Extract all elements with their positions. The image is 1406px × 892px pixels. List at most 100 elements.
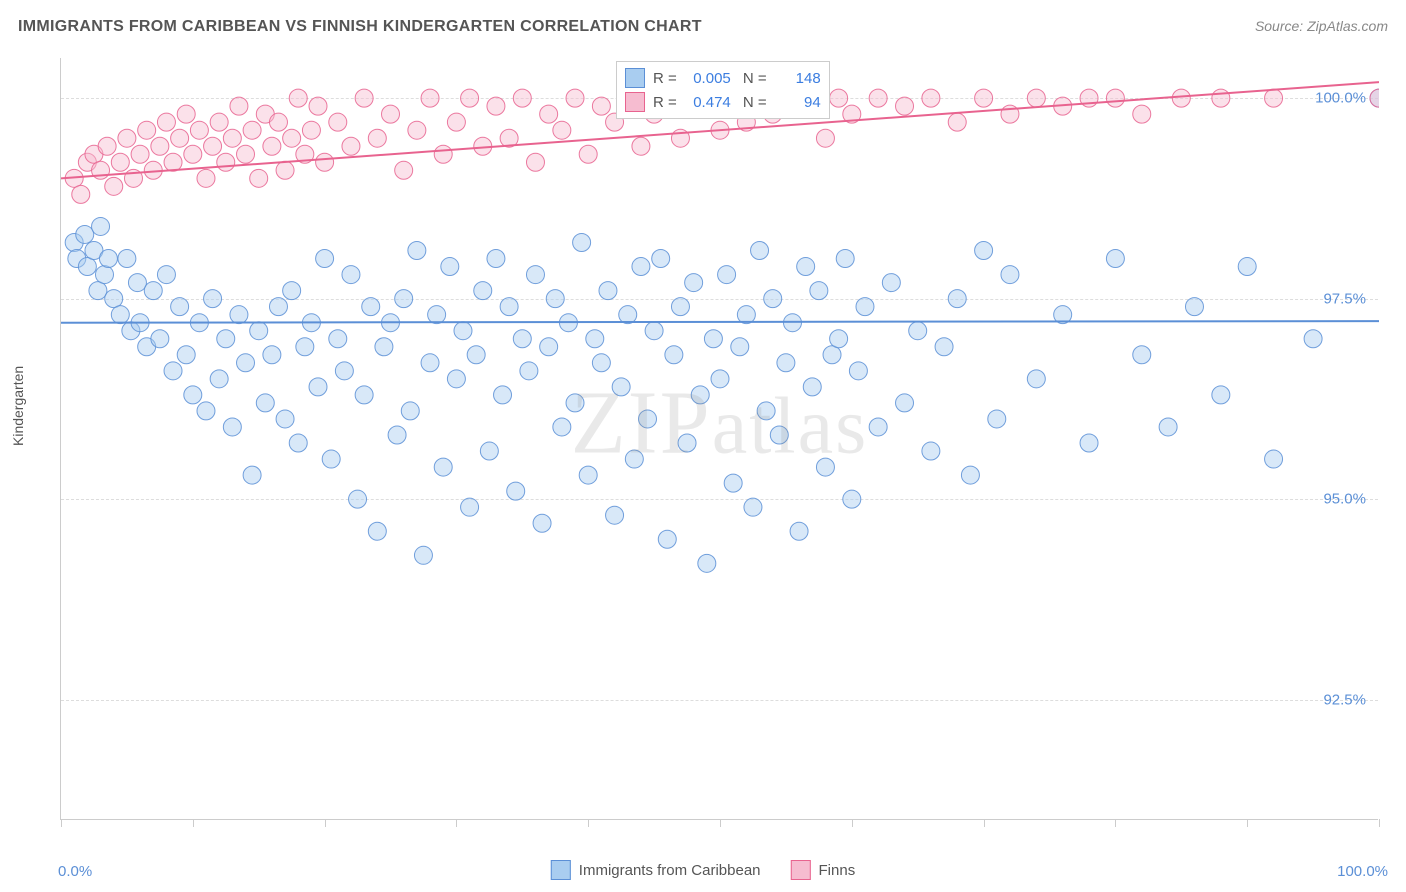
data-point xyxy=(685,274,703,292)
x-tick xyxy=(720,819,721,827)
data-point xyxy=(151,137,169,155)
data-point xyxy=(810,282,828,300)
data-point xyxy=(118,129,136,147)
data-point xyxy=(421,354,439,372)
y-axis-label: Kindergarten xyxy=(10,366,26,446)
data-point xyxy=(250,169,268,187)
data-point xyxy=(1212,89,1230,107)
data-point xyxy=(276,410,294,428)
data-point xyxy=(190,121,208,139)
data-point xyxy=(533,514,551,532)
data-point xyxy=(171,129,189,147)
data-point xyxy=(1159,418,1177,436)
data-point xyxy=(388,426,406,444)
data-point xyxy=(230,306,248,324)
data-point xyxy=(329,330,347,348)
data-point xyxy=(362,298,380,316)
data-point xyxy=(961,466,979,484)
data-point xyxy=(718,266,736,284)
data-point xyxy=(78,258,96,276)
data-point xyxy=(243,121,261,139)
data-point xyxy=(98,137,116,155)
stats-n-label: N = xyxy=(739,70,767,87)
data-point xyxy=(164,362,182,380)
data-point xyxy=(223,129,241,147)
y-tick-label: 100.0% xyxy=(1315,90,1366,107)
data-point xyxy=(711,370,729,388)
data-point xyxy=(1106,89,1124,107)
data-point xyxy=(309,97,327,115)
data-point xyxy=(128,274,146,292)
data-point xyxy=(632,258,650,276)
data-point xyxy=(441,258,459,276)
data-point xyxy=(157,113,175,131)
data-point xyxy=(289,89,307,107)
data-point xyxy=(639,410,657,428)
data-point xyxy=(316,153,334,171)
data-point xyxy=(691,386,709,404)
legend-item-caribbean: Immigrants from Caribbean xyxy=(551,860,761,880)
x-tick xyxy=(325,819,326,827)
data-point xyxy=(217,330,235,348)
x-tick xyxy=(61,819,62,827)
data-point xyxy=(586,330,604,348)
data-point xyxy=(698,554,716,572)
stats-n-value: 148 xyxy=(775,70,821,87)
data-point xyxy=(309,378,327,396)
legend-item-finns: Finns xyxy=(791,860,856,880)
data-point xyxy=(349,490,367,508)
data-point xyxy=(99,250,117,268)
legend-label-finns: Finns xyxy=(819,862,856,879)
data-point xyxy=(72,185,90,203)
data-point xyxy=(342,137,360,155)
data-point xyxy=(322,450,340,468)
stats-row: R =0.005 N =148 xyxy=(625,66,821,90)
data-point xyxy=(744,498,762,516)
data-point xyxy=(283,282,301,300)
y-tick-label: 95.0% xyxy=(1323,491,1366,508)
data-point xyxy=(540,105,558,123)
data-point xyxy=(474,282,492,300)
data-point xyxy=(237,145,255,163)
data-point xyxy=(526,153,544,171)
plot-area: ZIPatlas 92.5%95.0%97.5%100.0% R =0.005 … xyxy=(60,58,1378,820)
data-point xyxy=(724,474,742,492)
data-point xyxy=(368,129,386,147)
data-point xyxy=(144,282,162,300)
data-point xyxy=(76,225,94,243)
data-point xyxy=(540,338,558,356)
data-point xyxy=(164,153,182,171)
data-point xyxy=(316,250,334,268)
x-tick xyxy=(1115,819,1116,827)
data-point xyxy=(652,250,670,268)
data-point xyxy=(856,298,874,316)
data-point xyxy=(1027,89,1045,107)
data-point xyxy=(467,346,485,364)
data-point xyxy=(599,282,617,300)
data-point xyxy=(975,242,993,260)
data-point xyxy=(151,330,169,348)
data-point xyxy=(882,274,900,292)
data-point xyxy=(408,121,426,139)
stats-n-label: N = xyxy=(739,94,767,111)
data-point xyxy=(1001,266,1019,284)
data-point xyxy=(111,306,129,324)
data-point xyxy=(382,105,400,123)
data-point xyxy=(513,89,531,107)
data-point xyxy=(131,145,149,163)
data-point xyxy=(751,242,769,260)
legend-label-caribbean: Immigrants from Caribbean xyxy=(579,862,761,879)
data-point xyxy=(355,89,373,107)
data-point xyxy=(302,121,320,139)
data-point xyxy=(790,522,808,540)
source-attribution[interactable]: Source: ZipAtlas.com xyxy=(1255,18,1388,34)
data-point xyxy=(645,322,663,340)
data-point xyxy=(263,346,281,364)
correlation-stats-box: R =0.005 N =148R =0.474 N =94 xyxy=(616,61,830,119)
data-point xyxy=(948,113,966,131)
data-point xyxy=(494,386,512,404)
x-tick xyxy=(588,819,589,827)
data-point xyxy=(764,290,782,308)
stats-row: R =0.474 N =94 xyxy=(625,90,821,114)
data-point xyxy=(204,290,222,308)
